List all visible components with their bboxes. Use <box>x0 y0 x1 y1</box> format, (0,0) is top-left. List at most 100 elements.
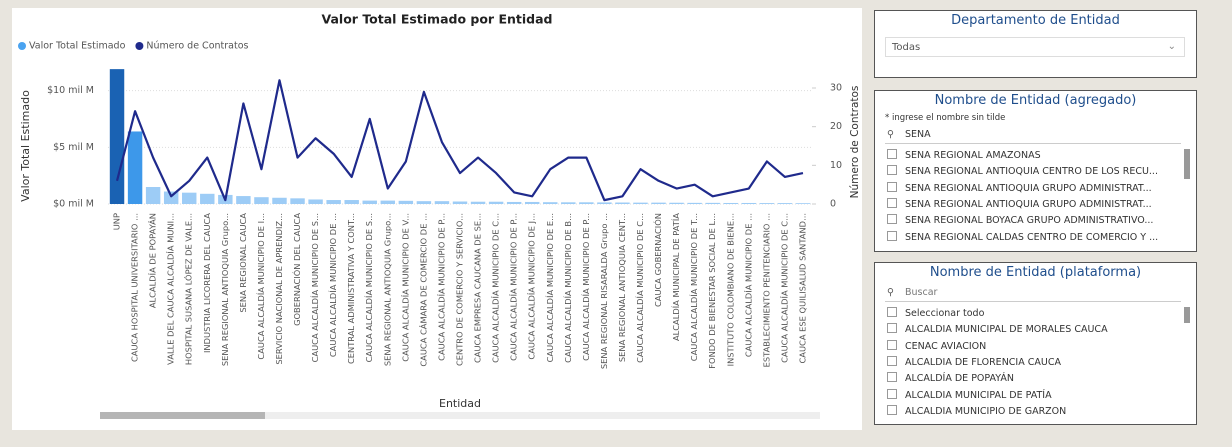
bar <box>362 200 377 204</box>
checkbox[interactable] <box>887 372 897 383</box>
bar <box>561 202 576 204</box>
bar <box>506 201 522 204</box>
x-tick-label: ESTABLECIMIENTO PENITENCIARIO ... <box>761 213 771 367</box>
x-tick-label: CENTRO DE COMERCIO Y SERVICIO... <box>455 213 465 366</box>
bar <box>669 202 684 204</box>
checkbox[interactable] <box>887 323 897 334</box>
checkbox[interactable] <box>887 149 897 159</box>
checkbox[interactable] <box>887 214 897 225</box>
item-label: SENA REGIONAL ANTIOQUIA GRUPO ADMINISTRA… <box>905 198 1152 210</box>
bar <box>344 200 359 204</box>
dropdown[interactable]: Todas ⌄ <box>885 37 1185 57</box>
item-label: Seleccionar todo <box>905 308 985 319</box>
x-tick-label: CAUCA ALCALDÍA MUNICIPIO DE I... <box>255 213 266 360</box>
slicer-title: Departamento de Entidad <box>951 13 1120 28</box>
checkbox[interactable] <box>887 165 897 176</box>
slicer-item[interactable]: ALCALDÍA DE POPAYÁN <box>887 372 1177 384</box>
x-tick-label: CAUCA ALCALDÍA MUNICIPIO DE P... <box>435 213 446 361</box>
bar <box>795 203 811 204</box>
slicer-title: Nombre de Entidad (plataforma) <box>929 265 1142 280</box>
slicer: Departamento de Entidad Todas ⌄ <box>874 10 1197 78</box>
scrollbar-track[interactable] <box>100 412 820 419</box>
slicer-item[interactable]: SENA REGIONAL ANTIOQUIA GRUPO ADMINISTRA… <box>887 181 1177 194</box>
legend-dot <box>135 42 144 50</box>
bar <box>615 202 630 204</box>
bar <box>127 131 143 204</box>
slicer-item[interactable]: Seleccionar todo <box>887 307 1177 319</box>
bar <box>777 203 793 204</box>
chart-title: Valor Total Estimado por Entidad <box>322 12 553 27</box>
checkbox[interactable] <box>887 404 897 415</box>
x-tick-label: SENA REGIONAL ANTIOQUIA CENT... <box>617 213 627 362</box>
x-tick-label: UNP <box>112 213 122 230</box>
checkbox[interactable] <box>887 339 897 350</box>
search-text: Buscar <box>905 287 938 298</box>
x-tick-label: CAUCA ALCALDÍA MUNICIPIO DE ... <box>742 213 753 357</box>
search-text: SENA <box>905 129 931 140</box>
y-tick-label: $0 mil M <box>53 199 94 210</box>
x-tick-label: VALLE DEL CAUCA ALCALDÍA MUNI... <box>165 213 176 365</box>
x-tick-label: ALCALDÍA DE POPAYÁN <box>147 213 158 308</box>
slicer-item[interactable]: SENA REGIONAL CALDAS CENTRO DE COMERCIO … <box>887 230 1177 243</box>
x-tick-label: SERVICIO NACIONAL DE APRENDIZ... <box>274 213 284 365</box>
x-tick-label: CAUCA ALCALDÍA MUNICIPIO DE E... <box>544 213 555 362</box>
search-box[interactable]: ⚲ Buscar <box>885 285 1181 302</box>
slicer: Nombre de Entidad (agregado) * ingrese el… <box>874 90 1197 252</box>
item-label: ALCALDIA MUNICIPIO DE GARZON <box>905 405 1067 417</box>
bar <box>326 200 341 204</box>
bar <box>488 201 504 204</box>
slicer-item[interactable]: SENA REGIONAL AMAZONAS <box>887 149 1177 161</box>
bar <box>597 202 612 204</box>
bar <box>705 202 720 204</box>
x-tick-label: INDUSTRIA LICORERA DEL CAUCA <box>202 213 212 353</box>
bar <box>254 197 269 204</box>
bar <box>380 200 396 204</box>
item-label: SENA REGIONAL BOYACA GRUPO ADMINISTRATIV… <box>905 215 1154 227</box>
scrollbar-thumb[interactable] <box>100 412 265 419</box>
x-tick-label: CAUCA ALCALDÍA MUNICIPIO DE B... <box>562 213 573 363</box>
legend-dot <box>18 42 26 50</box>
y-tick-label: $5 mil M <box>53 142 94 153</box>
y2-axis-title: Número de Contratos <box>849 86 861 199</box>
x-tick-label: SENA REGIONAL CAUCA <box>238 213 248 313</box>
bar <box>633 202 648 204</box>
y2-tick-label: 30 <box>830 83 842 94</box>
slicer-item[interactable]: ALCALDIA DE FLORENCIA CAUCA <box>887 355 1177 368</box>
x-tick-label: CAUCA ALCALDÍA MUNICIPIO DE V... <box>399 213 410 362</box>
slicer-item[interactable]: SENA REGIONAL ANTIOQUIA GRUPO ADMINISTRA… <box>887 197 1177 210</box>
checkbox[interactable] <box>887 355 897 366</box>
x-tick-label: CAUCA ALCALDÍA MUNICIPIO DE C... <box>778 213 789 363</box>
bar <box>308 199 323 204</box>
item-label: ALCALDÍA DE POPAYÁN <box>905 373 1014 385</box>
checkbox[interactable] <box>887 181 897 192</box>
slicer-item[interactable]: CENAC AVIACION <box>887 339 1177 352</box>
bar <box>524 201 540 204</box>
bar <box>416 201 432 204</box>
x-tick-label: SENA REGIONAL RISARALDA Grupo ... <box>599 213 609 369</box>
slicer-item[interactable]: ALCALDIA MUNICIPAL DE MORALES CAUCA <box>887 323 1177 335</box>
bar <box>759 203 775 204</box>
bar <box>579 202 594 204</box>
bar <box>163 191 179 204</box>
checkbox[interactable] <box>887 230 897 241</box>
bar <box>200 193 215 204</box>
bar <box>236 196 251 204</box>
slicer-item[interactable]: SENA REGIONAL BOYACA GRUPO ADMINISTRATIV… <box>887 214 1177 226</box>
list-scrollbar[interactable] <box>1184 307 1190 323</box>
item-label: ALCALDIA DE FLORENCIA CAUCA <box>905 356 1061 368</box>
search-box[interactable]: ⚲ SENA <box>885 127 1181 144</box>
list-scrollbar[interactable] <box>1184 149 1190 179</box>
x-tick-label: CAUCA ALCALDÍA MUNICIPIO DE J... <box>526 213 537 360</box>
x-tick-label: CAUCA EMPRESA CAUCANA DE SE... <box>473 213 483 363</box>
dropdown-arrow: ⌄ <box>1167 41 1176 52</box>
slicer-item[interactable]: ALCALDIA MUNICIPAL DE PATÍA <box>887 388 1177 401</box>
slicer-item[interactable]: ALCALDIA MUNICIPIO DE GARZON <box>887 404 1177 417</box>
checkbox[interactable] <box>887 197 897 208</box>
item-label: SENA REGIONAL CALDAS CENTRO DE COMERCIO … <box>905 231 1159 243</box>
bar <box>398 200 414 204</box>
slicer-item[interactable]: SENA REGIONAL ANTIOQUIA CENTRO DE LOS RE… <box>887 165 1177 177</box>
checkbox[interactable] <box>887 388 897 399</box>
x-tick-label: CAUCA GOBERNACIÓN <box>652 213 663 307</box>
checkbox[interactable] <box>887 307 897 317</box>
